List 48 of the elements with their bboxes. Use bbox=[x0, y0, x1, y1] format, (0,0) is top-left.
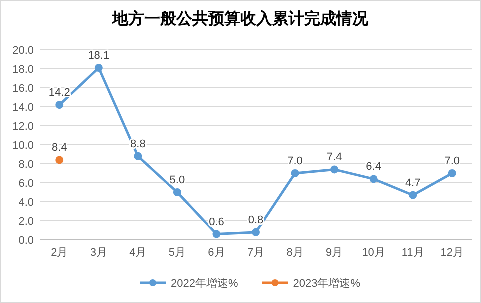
x-tick-label: 4月 bbox=[130, 247, 147, 259]
y-tick-label: 10.0 bbox=[12, 140, 34, 152]
x-tick-label: 7月 bbox=[247, 247, 265, 259]
y-tick-label: 12.0 bbox=[12, 121, 34, 133]
data-label: 6.4 bbox=[366, 161, 382, 174]
data-label: 18.1 bbox=[88, 50, 110, 62]
data-label: 5.0 bbox=[170, 174, 186, 186]
point bbox=[134, 152, 142, 160]
data-label: 0.8 bbox=[248, 214, 264, 226]
data-label: 4.7 bbox=[405, 177, 421, 190]
y-tick-label: 14.0 bbox=[12, 102, 34, 114]
x-tick-label: 6月 bbox=[208, 247, 226, 259]
y-tick-label: 6.0 bbox=[18, 178, 34, 190]
x-tick-label: 5月 bbox=[168, 247, 186, 259]
data-label: 8.4 bbox=[52, 142, 68, 154]
y-tick-label: 16.0 bbox=[12, 83, 34, 95]
legend-label: 2023年增速% bbox=[293, 277, 361, 290]
x-tick-label: 3月 bbox=[90, 247, 108, 259]
point bbox=[409, 191, 418, 200]
x-tick-label: 8月 bbox=[286, 247, 304, 259]
y-tick-label: 0.0 bbox=[18, 235, 34, 247]
data-label: 14.2 bbox=[48, 87, 70, 100]
point bbox=[448, 170, 456, 178]
y-tick-label: 18.0 bbox=[12, 64, 34, 76]
point bbox=[252, 228, 260, 236]
point bbox=[212, 230, 221, 238]
data-label: 0.6 bbox=[209, 216, 224, 228]
point bbox=[330, 166, 339, 174]
x-tick-label: 2月 bbox=[51, 247, 68, 259]
y-tick-label: 4.0 bbox=[18, 197, 34, 209]
x-tick-label: 10月 bbox=[362, 247, 386, 259]
point bbox=[56, 101, 64, 110]
x-tick-label: 11月 bbox=[402, 247, 424, 259]
x-tick-label: 9月 bbox=[326, 247, 344, 259]
chart-title: 地方一般公共预算收入累计完成情况 bbox=[112, 9, 370, 28]
point bbox=[370, 175, 378, 184]
legend-label: 2022年增速% bbox=[171, 277, 238, 290]
point bbox=[94, 64, 103, 72]
data-label: 7.0 bbox=[288, 156, 303, 168]
x-tick-label: 12月 bbox=[440, 247, 464, 259]
point bbox=[173, 188, 182, 196]
y-tick-label: 8.0 bbox=[18, 159, 34, 171]
data-label: 7.4 bbox=[326, 152, 342, 164]
point bbox=[291, 170, 300, 178]
point bbox=[56, 156, 64, 164]
data-label: 7.0 bbox=[444, 156, 460, 168]
y-tick-label: 20.0 bbox=[12, 45, 34, 57]
y-tick-label: 2.0 bbox=[18, 216, 34, 228]
